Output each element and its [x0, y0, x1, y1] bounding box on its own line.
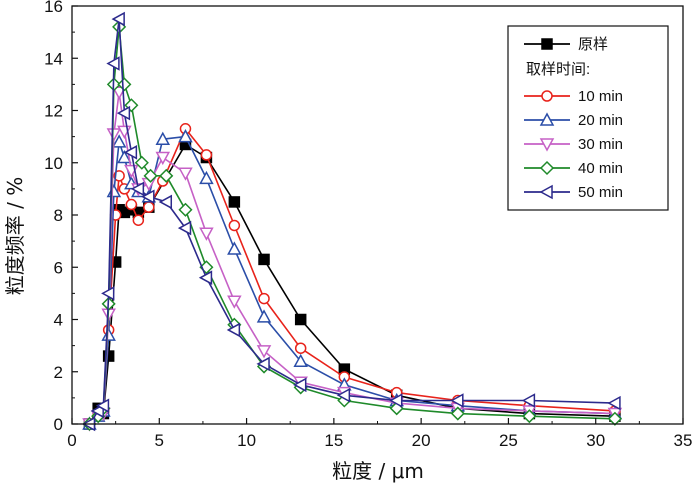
- data-point: [336, 387, 351, 403]
- data-point: [256, 309, 272, 323]
- data-point: [199, 227, 214, 241]
- data-point: [293, 377, 307, 393]
- data-point: [228, 219, 241, 232]
- data-point: [123, 145, 138, 160]
- data-point: [106, 56, 120, 71]
- x-tick-label: 5: [155, 431, 164, 450]
- data-point: [294, 342, 307, 354]
- data-point: [389, 393, 403, 408]
- y-tick-label: 6: [54, 258, 63, 277]
- data-point: [125, 198, 138, 211]
- data-point: [607, 395, 621, 411]
- data-point: [134, 155, 149, 170]
- legend-item: 40 min: [524, 160, 623, 177]
- data-point: [101, 286, 115, 301]
- data-point: [450, 406, 465, 421]
- data-point: [143, 168, 158, 183]
- data-point: [198, 270, 213, 285]
- data-point: [101, 327, 116, 341]
- data-point: [228, 196, 241, 208]
- data-point: [256, 345, 272, 359]
- data-point: [227, 295, 242, 309]
- data-point: [116, 105, 131, 121]
- data-point: [294, 313, 307, 326]
- data-point: [111, 86, 127, 100]
- data-point: [141, 189, 155, 204]
- x-tick-label: 35: [674, 431, 693, 450]
- legend-marker: [541, 38, 553, 50]
- y-tick-label: 8: [54, 206, 63, 225]
- data-point: [106, 128, 122, 142]
- data-point: [522, 409, 537, 424]
- data-point: [450, 393, 464, 408]
- data-point: [95, 398, 110, 413]
- data-point: [200, 149, 213, 161]
- legend-label: 10 min: [578, 88, 623, 105]
- data-point: [256, 356, 270, 372]
- legend-marker: [541, 90, 553, 102]
- x-tick-label: 10: [237, 431, 256, 450]
- x-tick-label: 20: [412, 431, 431, 450]
- x-axis-title: 粒度 / μm: [332, 459, 424, 483]
- legend-label: 原样: [578, 36, 608, 53]
- data-point: [607, 411, 622, 426]
- legend-item: 原样: [524, 36, 608, 53]
- x-tick-label: 0: [67, 431, 76, 450]
- legend-label: 50 min: [578, 184, 623, 201]
- y-tick-label: 10: [44, 154, 63, 173]
- data-point: [117, 77, 132, 92]
- data-point: [111, 11, 125, 27]
- y-axis-title: 粒度频率 / %: [3, 177, 27, 295]
- x-tick-label: 15: [324, 431, 343, 450]
- y-tick-label: 4: [54, 311, 63, 330]
- data-point: [113, 170, 125, 182]
- legend-item: 20 min: [524, 112, 623, 129]
- data-point: [117, 149, 132, 164]
- data-point: [102, 350, 115, 362]
- y-tick-label: 16: [44, 0, 63, 16]
- data-point: [130, 181, 145, 197]
- legend-box: [507, 25, 669, 211]
- legend-marker: [539, 160, 555, 176]
- data-point: [227, 241, 242, 255]
- y-tick-label: 2: [54, 363, 63, 382]
- legend-marker: [539, 184, 553, 200]
- legend-item: 30 min: [524, 136, 623, 153]
- legend-label: 30 min: [578, 136, 623, 153]
- data-point: [178, 129, 193, 143]
- data-point: [178, 167, 193, 181]
- data-point: [177, 220, 192, 236]
- legend-marker: [539, 138, 555, 152]
- data-point: [143, 201, 155, 213]
- data-point: [521, 393, 536, 408]
- legend-marker: [539, 112, 555, 126]
- data-point: [158, 194, 173, 210]
- y-tick-label: 14: [44, 49, 63, 68]
- data-point: [132, 214, 145, 226]
- series-6: [81, 11, 621, 432]
- data-point: [258, 292, 270, 305]
- data-point: [199, 170, 214, 185]
- data-point: [124, 98, 139, 113]
- data-point: [155, 131, 171, 145]
- data-point: [226, 322, 241, 338]
- y-tick-label: 12: [44, 102, 63, 121]
- x-tick-label: 25: [499, 431, 518, 450]
- legend-item: 10 min: [524, 88, 623, 105]
- data-point: [111, 134, 127, 148]
- data-point: [293, 353, 308, 368]
- x-tick-label: 30: [586, 431, 605, 450]
- data-point: [258, 253, 270, 266]
- legend: 取样时间: 原样 10 min 20 min 30 min 40 min 50 min: [507, 25, 669, 211]
- legend-label: 20 min: [578, 112, 623, 129]
- legend-subtitle: 取样时间:: [526, 61, 590, 78]
- legend-item: 50 min: [524, 184, 623, 201]
- data-point: [155, 151, 171, 166]
- data-point: [159, 168, 174, 183]
- legend-label: 40 min: [578, 160, 623, 177]
- y-tick-label: 0: [54, 415, 63, 434]
- data-point: [178, 202, 193, 217]
